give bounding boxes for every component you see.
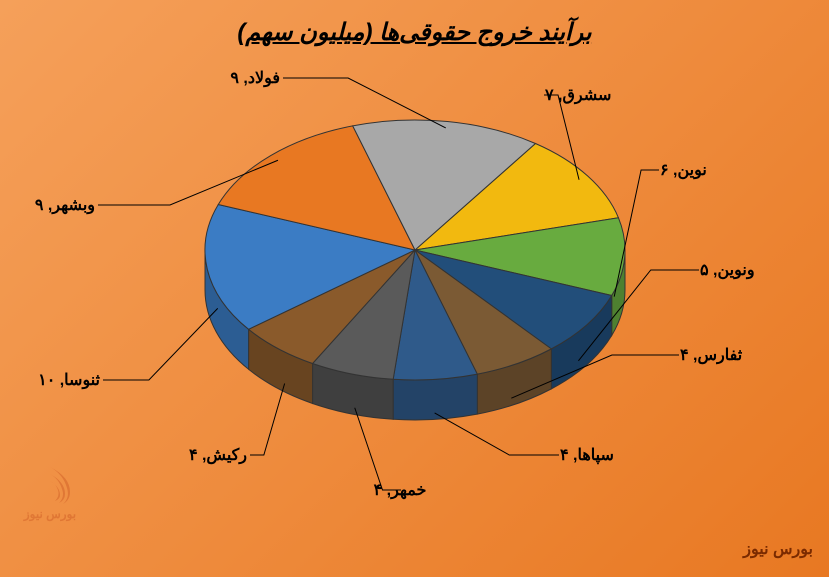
slice-label: نوین, ۶: [660, 160, 707, 180]
slice-label: فولاد, ۹: [230, 68, 280, 88]
slice-label: سشرق, ۷: [545, 85, 611, 105]
bourse-logo: بورس نیوز: [15, 462, 85, 522]
slice-label: ونوین, ۵: [700, 260, 755, 280]
svg-text:بورس نیوز: بورس نیوز: [23, 507, 76, 522]
slice-label: سپاها, ۴: [560, 445, 614, 465]
slice-label: وبشهر, ۹: [35, 195, 95, 215]
watermark-text: بورس نیوز: [743, 539, 813, 559]
slice-label: ثفارس, ۴: [680, 345, 742, 365]
pie-top-svg: [165, 95, 665, 475]
slice-label: ثنوسا, ۱۰: [38, 370, 100, 390]
chart-title: برآیند خروج حقوقی‌ها (میلیون سهم): [237, 18, 591, 47]
slice-label: خمهر, ۴: [374, 480, 427, 500]
pie-chart-3d: [165, 95, 665, 475]
slice-label: رکیش, ۴: [189, 445, 247, 465]
